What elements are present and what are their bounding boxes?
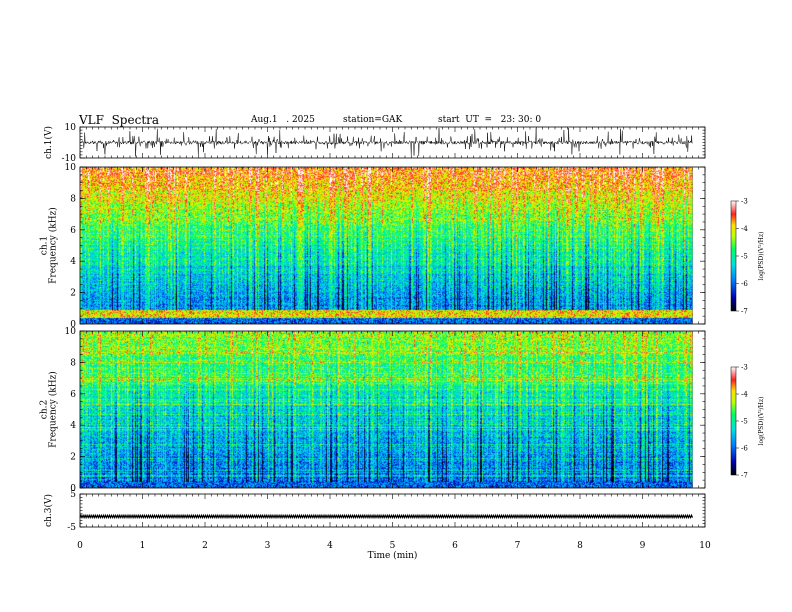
colorbar-tick-label: -3 [741, 198, 748, 206]
y-tick-label: 8 [70, 194, 76, 204]
ch1-spectrogram-image [80, 167, 693, 324]
colorbar-tick-label: -6 [741, 445, 748, 453]
colorbar-tick-label: -5 [741, 418, 748, 426]
colorbar-tick-label: -4 [741, 225, 748, 233]
y-tick-label: 0 [70, 484, 76, 494]
ch3-waveform-panel: 5 -5 ch.3(V) [43, 490, 706, 533]
y-tick-label: 6 [70, 390, 76, 400]
start-time-label: start UT = 23: 30: 0 [438, 115, 542, 125]
x-tick-label: 3 [265, 541, 271, 551]
ch2-colorbar: -3 -4 -5 -6 -7 log(PSD)(V²/Hz) [730, 364, 765, 480]
colorbar-label: log(PSD)(V²/Hz) [758, 232, 765, 281]
x-tick-label: 6 [452, 541, 458, 551]
y-axis-title: Frequency (kHz) [48, 371, 59, 448]
x-tick-label: 1 [140, 541, 146, 551]
y-tick-label: 6 [70, 226, 76, 236]
ch1-spectrogram-panel: 0 2 4 6 8 10 ch.1 Frequency (kHz) [40, 163, 706, 330]
ch1-waveform-panel: 10 -10 ch.1(V) [43, 123, 706, 164]
colorbar-tick-label: -3 [741, 364, 748, 372]
x-tick-label: 7 [515, 541, 521, 551]
y-axis-title: Frequency (kHz) [48, 207, 59, 284]
x-axis-title: Time (min) [368, 550, 418, 561]
y-axis-title: ch.1 [40, 236, 50, 255]
y-tick-label: 10 [65, 327, 77, 337]
y-tick-label: 4 [70, 257, 76, 267]
ch3-waveform-line [79, 513, 694, 520]
colorbar-tick-label: -5 [741, 253, 748, 261]
y-tick-label: 8 [70, 358, 76, 368]
date-label: Aug.1 . 2025 [251, 115, 315, 125]
colorbar-tick-label: -4 [741, 391, 748, 399]
x-tick-label: 8 [577, 541, 583, 551]
figure-title: VLF Spectra [79, 113, 160, 127]
station-label: station=GAK [343, 115, 403, 125]
x-tick-label: 9 [640, 541, 646, 551]
colorbar-tick-label: -7 [741, 472, 748, 480]
y-tick-label: 2 [70, 289, 76, 299]
time-axis: 0 1 2 3 4 5 6 7 8 9 10 Time (min) [77, 541, 711, 561]
y-tick-label: 4 [70, 421, 76, 431]
y-tick-label: -5 [67, 523, 76, 533]
colorbar-tick-label: -6 [741, 280, 748, 288]
y-axis-title: ch.3(V) [43, 494, 54, 527]
y-tick-label: 10 [65, 163, 77, 173]
x-tick-label: 5 [390, 541, 396, 551]
y-axis-title: ch.1(V) [43, 126, 54, 159]
x-tick-label: 10 [699, 541, 711, 551]
y-tick-label: 5 [70, 490, 76, 500]
ch2-spectrogram-image [80, 331, 693, 488]
ch1-waveform-line [79, 128, 693, 157]
ch1-colorbar-scale [731, 201, 736, 311]
y-tick-label: -10 [62, 154, 77, 164]
colorbar-label: log(PSD)(V²/Hz) [758, 397, 765, 446]
ch2-spectrogram-panel: 0 2 4 6 8 10 ch.2 Frequency (kHz) [40, 327, 706, 494]
colorbar-tick-label: -7 [741, 308, 748, 316]
x-tick-label: 2 [202, 541, 208, 551]
y-tick-label: 2 [70, 453, 76, 463]
ch1-colorbar: -3 -4 -5 -6 -7 log(PSD)(V²/Hz) [730, 198, 765, 316]
ch2-colorbar-scale [731, 367, 736, 475]
x-tick-label: 0 [77, 541, 83, 551]
y-axis-title: ch.2 [40, 400, 50, 419]
y-tick-label: 0 [70, 320, 76, 330]
x-tick-label: 4 [327, 541, 333, 551]
y-tick-label: 10 [65, 123, 77, 133]
